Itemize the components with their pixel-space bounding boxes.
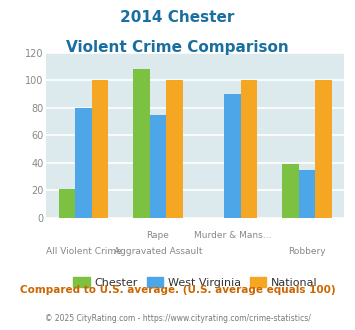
Text: © 2025 CityRating.com - https://www.cityrating.com/crime-statistics/: © 2025 CityRating.com - https://www.city… [45, 314, 310, 323]
Legend: Chester, West Virginia, National: Chester, West Virginia, National [69, 273, 322, 292]
Bar [299, 170, 315, 218]
Text: 2014 Chester: 2014 Chester [120, 10, 235, 25]
Bar [133, 69, 150, 218]
Text: Robbery: Robbery [288, 248, 326, 256]
Bar [224, 94, 241, 218]
Text: Aggravated Assault: Aggravated Assault [114, 248, 202, 256]
Text: Compared to U.S. average. (U.S. average equals 100): Compared to U.S. average. (U.S. average … [20, 285, 335, 295]
Bar [59, 189, 75, 218]
Text: Violent Crime Comparison: Violent Crime Comparison [66, 40, 289, 54]
Bar [283, 164, 299, 218]
Bar [166, 80, 182, 218]
Bar [150, 115, 166, 218]
Bar [75, 108, 92, 218]
Bar [92, 80, 108, 218]
Text: All Violent Crime: All Violent Crime [45, 248, 121, 256]
Bar [315, 80, 332, 218]
Text: Murder & Mans...: Murder & Mans... [194, 231, 271, 240]
Text: Rape: Rape [147, 231, 169, 240]
Bar [241, 80, 257, 218]
